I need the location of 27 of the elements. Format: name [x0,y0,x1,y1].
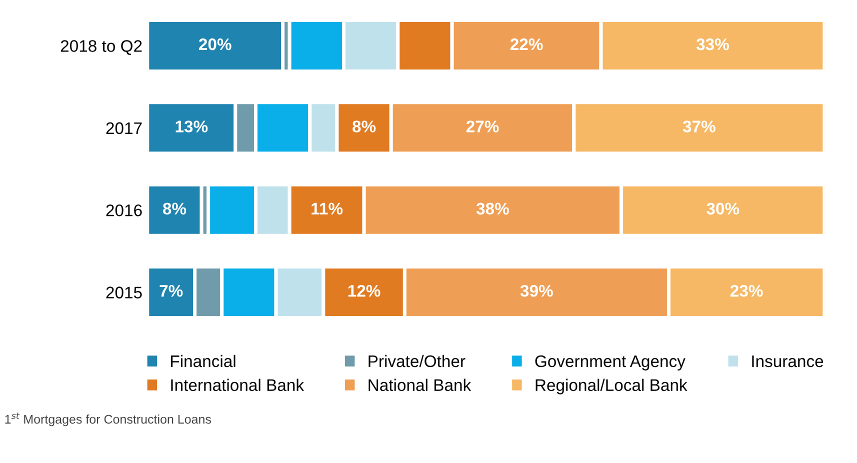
data-label: 30% [706,202,740,215]
y-tick-label: 2017 [106,122,142,134]
data-label: 22% [510,38,543,50]
legend-label: National Bank [368,378,472,392]
legend-label: International Bank [171,378,304,392]
data-label: 13% [176,120,208,132]
legend-label: Private/Other [368,354,466,368]
legend-label: Government Agency [535,355,686,370]
data-label: 8% [352,120,376,132]
y-tick-label: 2016 [106,204,142,216]
data-label: 8% [162,202,186,215]
data-label: 38% [476,202,509,215]
data-label: 20% [199,38,232,50]
y-tick-label: 2018 to Q2 [60,40,142,55]
y-tick-label: 2015 [106,286,142,298]
data-label: 39% [520,284,553,297]
data-label: 27% [466,120,499,132]
data-label: 23% [730,284,763,297]
data-label: 7% [160,284,183,297]
legend-label: Financial [171,354,236,368]
data-label: 33% [696,38,729,50]
legend-label: Insurance [752,356,824,368]
text: 1$^{st}$ Mortgages for Construction Loans [5,412,212,426]
data-label: 11% [312,202,343,215]
data-label: 37% [682,120,716,132]
legend-label: Regional/Local Bank [536,378,688,394]
data-label: 12% [348,284,380,297]
